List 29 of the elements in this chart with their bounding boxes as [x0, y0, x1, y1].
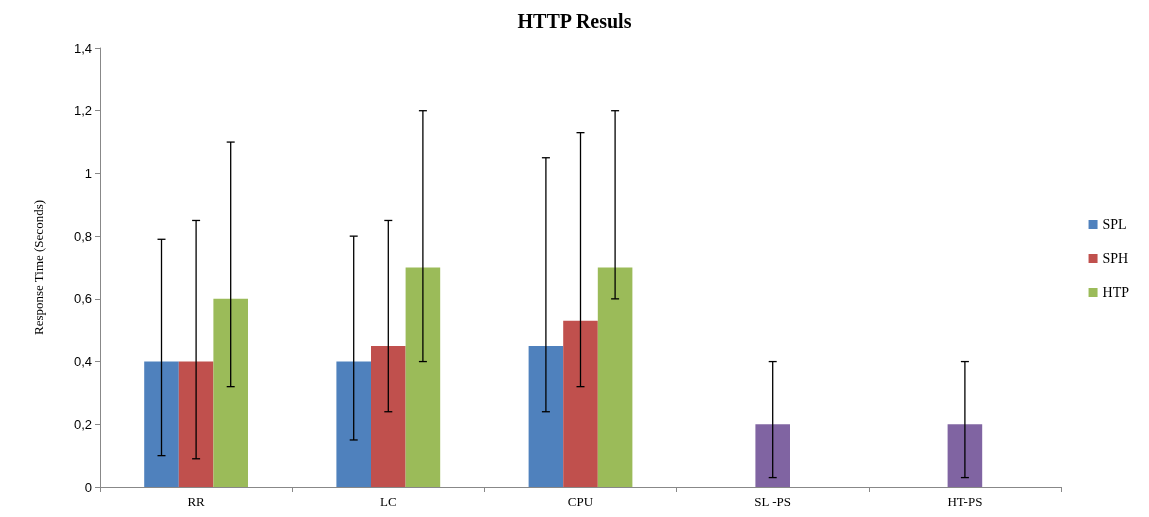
y-tick-label: 1,2: [73, 103, 92, 119]
y-axis-title: Response Time (Seconds): [31, 199, 46, 336]
bar: [563, 320, 598, 487]
y-tick-label: 1,4: [73, 40, 92, 56]
bar: [371, 345, 406, 487]
legend-label: SPL: [1102, 217, 1127, 232]
x-tick-label: HT-PS: [947, 494, 983, 509]
bar: [336, 361, 371, 487]
legend-label: SPH: [1102, 251, 1129, 266]
bar: [213, 298, 248, 487]
x-tick-label: LC: [379, 494, 397, 509]
bar: [144, 361, 179, 487]
bar: [405, 267, 441, 487]
bar: [178, 361, 214, 487]
x-tick-label: CPU: [567, 494, 594, 509]
y-tick-label: 0,8: [73, 228, 92, 244]
x-tick-label: RR: [187, 494, 206, 509]
legend-label: HTP: [1102, 285, 1130, 300]
x-tick-label: SL -PS: [754, 494, 792, 509]
y-tick-label: 0,6: [73, 291, 92, 307]
y-tick-label: 0,4: [73, 354, 92, 370]
y-tick-label: 0: [84, 479, 92, 495]
bar: [755, 424, 790, 487]
bar: [947, 424, 983, 487]
bar: [597, 267, 633, 487]
y-tick-label: 0,2: [73, 416, 92, 432]
y-tick-label: 1: [84, 165, 92, 181]
chart-title: HTTP Resuls: [517, 10, 632, 32]
bar: [528, 345, 564, 487]
